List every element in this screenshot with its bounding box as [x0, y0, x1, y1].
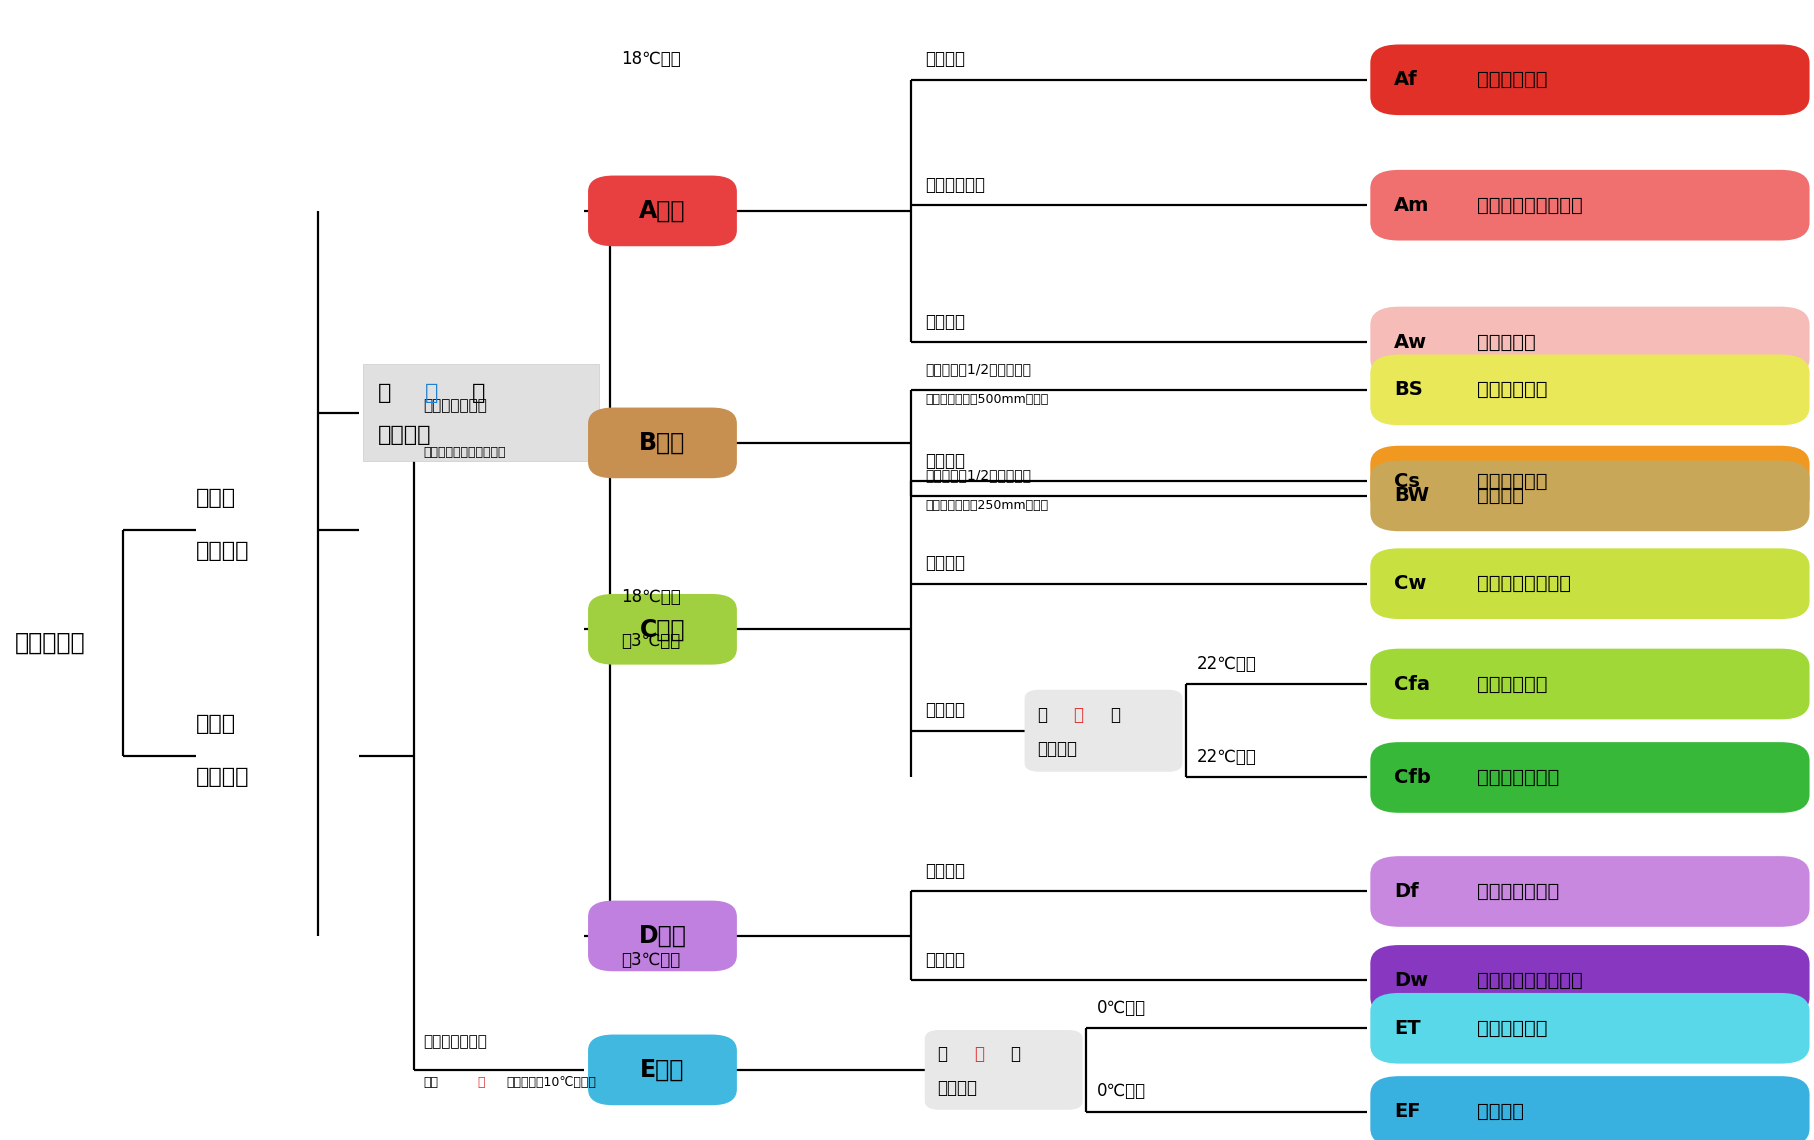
Text: 暖: 暖	[1074, 706, 1083, 724]
Text: 熱帯雨林気候: 熱帯雨林気候	[1477, 71, 1547, 89]
Text: 冬季乾燥: 冬季乾燥	[925, 951, 965, 969]
FancyBboxPatch shape	[588, 901, 736, 971]
FancyBboxPatch shape	[588, 594, 736, 665]
Text: （概ね年降水量500mm未満）: （概ね年降水量500mm未満）	[925, 393, 1048, 406]
Text: 乾季あり: 乾季あり	[925, 312, 965, 331]
Text: C気候: C気候	[639, 617, 686, 642]
Text: Am: Am	[1393, 196, 1428, 214]
FancyBboxPatch shape	[588, 1035, 736, 1106]
FancyBboxPatch shape	[1370, 945, 1809, 1016]
Text: ET: ET	[1393, 1019, 1420, 1037]
FancyBboxPatch shape	[1370, 170, 1809, 241]
Text: 月平均気温10℃未満）: 月平均気温10℃未満）	[506, 1076, 597, 1089]
Text: 月: 月	[472, 383, 484, 404]
Text: 冬季乾燥: 冬季乾燥	[925, 554, 965, 572]
FancyBboxPatch shape	[1370, 307, 1809, 377]
Text: 亜寒帯冬季少雨気候: 亜寒帯冬季少雨気候	[1477, 971, 1582, 990]
Text: 世界の気候: 世界の気候	[15, 632, 85, 656]
Text: ツンドラ気候: ツンドラ気候	[1477, 1019, 1547, 1037]
Text: 平均気温: 平均気温	[1038, 740, 1078, 758]
Text: 乾燥限界の1/2以上の降水: 乾燥限界の1/2以上の降水	[925, 363, 1030, 376]
Text: Af: Af	[1393, 71, 1417, 89]
Text: Cs: Cs	[1393, 472, 1419, 490]
Text: 月: 月	[1110, 706, 1119, 724]
Text: （乾燥限界未満の降水）: （乾燥限界未満の降水）	[423, 447, 504, 459]
FancyBboxPatch shape	[1370, 649, 1809, 719]
FancyBboxPatch shape	[925, 1031, 1081, 1110]
Text: 氷雪気候: 氷雪気候	[1477, 1102, 1524, 1121]
Text: EF: EF	[1393, 1102, 1420, 1121]
Text: ない気候: ない気候	[196, 767, 249, 787]
Text: B気候: B気候	[639, 431, 686, 455]
Text: Df: Df	[1393, 882, 1419, 901]
Text: 0℃未満: 0℃未満	[1096, 1082, 1146, 1100]
Text: 年中湿潤: 年中湿潤	[925, 701, 965, 719]
Text: （最: （最	[423, 1076, 437, 1089]
Text: 低温で樹木なし: 低温で樹木なし	[423, 1034, 486, 1049]
FancyBboxPatch shape	[588, 176, 736, 246]
Text: 最: 最	[938, 1045, 947, 1062]
Text: 弱い乾季あり: 弱い乾季あり	[925, 176, 985, 194]
Text: 亜寒帯湿潤気候: 亜寒帯湿潤気候	[1477, 882, 1558, 901]
Text: Cw: Cw	[1393, 575, 1426, 593]
Text: 0℃以上: 0℃以上	[1096, 999, 1146, 1017]
FancyBboxPatch shape	[1370, 355, 1809, 425]
Text: 夏季乾燥: 夏季乾燥	[925, 451, 965, 470]
Text: －3℃以上: －3℃以上	[620, 632, 680, 650]
Text: 温暖冬季少雨気候: 温暖冬季少雨気候	[1477, 575, 1571, 593]
FancyBboxPatch shape	[1370, 44, 1809, 115]
FancyBboxPatch shape	[363, 365, 599, 461]
FancyBboxPatch shape	[1370, 548, 1809, 619]
Text: BS: BS	[1393, 381, 1422, 399]
Text: －3℃未満: －3℃未満	[620, 951, 680, 969]
FancyBboxPatch shape	[1370, 742, 1809, 813]
Text: ステップ気候: ステップ気候	[1477, 381, 1547, 399]
Text: 乾季なし: 乾季なし	[925, 50, 965, 68]
Text: A気候: A気候	[639, 198, 686, 223]
Text: 西岸海洋性気候: 西岸海洋性気候	[1477, 768, 1558, 787]
Text: 18℃未満: 18℃未満	[620, 588, 680, 606]
Text: 乾燥で樹木なし: 乾燥で樹木なし	[423, 398, 486, 413]
Text: D気候: D気候	[639, 923, 686, 948]
Text: （概ね年降水量250mm未満）: （概ね年降水量250mm未満）	[925, 499, 1048, 512]
Text: 最: 最	[1038, 706, 1047, 724]
Text: E気候: E気候	[640, 1058, 684, 1082]
Text: 平均気温: 平均気温	[938, 1080, 978, 1097]
Text: Cfa: Cfa	[1393, 675, 1429, 693]
Text: 乾燥限界の1/2未満の降水: 乾燥限界の1/2未満の降水	[925, 469, 1030, 482]
Text: 最: 最	[377, 383, 390, 404]
Text: 暖: 暖	[974, 1045, 983, 1062]
Text: 熱帯モンスーン気候: 熱帯モンスーン気候	[1477, 196, 1582, 214]
Text: 22℃以上: 22℃以上	[1197, 654, 1255, 673]
Text: Dw: Dw	[1393, 971, 1428, 990]
Text: 平均気温: 平均気温	[377, 425, 430, 446]
Text: 温暖湿潤気候: 温暖湿潤気候	[1477, 675, 1547, 693]
FancyBboxPatch shape	[588, 408, 736, 479]
Text: 18℃以上: 18℃以上	[620, 50, 680, 68]
Text: BW: BW	[1393, 487, 1428, 505]
FancyBboxPatch shape	[1370, 1076, 1809, 1140]
Text: 月: 月	[1010, 1045, 1019, 1062]
Text: Cfb: Cfb	[1393, 768, 1429, 787]
Text: 砂漠気候: 砂漠気候	[1477, 487, 1524, 505]
Text: ある気候: ある気候	[196, 540, 249, 561]
Text: 寒: 寒	[424, 383, 437, 404]
Text: 22℃未満: 22℃未満	[1197, 748, 1255, 766]
Text: 年中湿潤: 年中湿潤	[925, 862, 965, 880]
Text: 樹木の: 樹木の	[196, 488, 236, 508]
Text: Aw: Aw	[1393, 333, 1426, 351]
Text: 地中海性気候: 地中海性気候	[1477, 472, 1547, 490]
FancyBboxPatch shape	[1370, 993, 1809, 1064]
FancyBboxPatch shape	[1370, 446, 1809, 516]
FancyBboxPatch shape	[1023, 690, 1183, 772]
Text: 暖: 暖	[477, 1076, 484, 1089]
FancyBboxPatch shape	[1370, 461, 1809, 531]
Text: サバナ気候: サバナ気候	[1477, 333, 1535, 351]
Text: 樹木の: 樹木の	[196, 715, 236, 734]
FancyBboxPatch shape	[1370, 856, 1809, 927]
